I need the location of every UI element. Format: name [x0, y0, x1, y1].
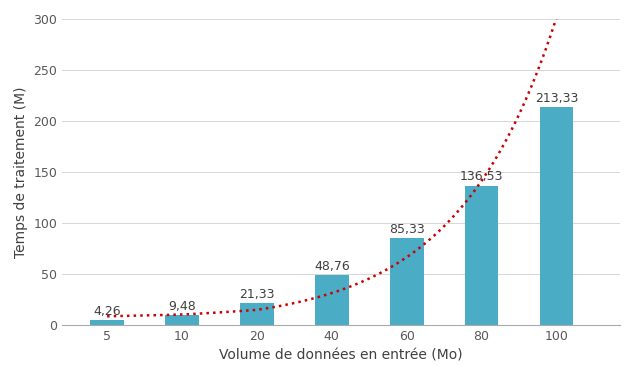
Bar — [465, 185, 498, 325]
Text: 85,33: 85,33 — [389, 223, 425, 236]
Bar — [315, 275, 349, 325]
Bar — [90, 320, 124, 325]
Text: 213,33: 213,33 — [534, 92, 578, 105]
Text: 136,53: 136,53 — [460, 170, 503, 183]
Text: 4,26: 4,26 — [93, 305, 121, 318]
Text: 9,48: 9,48 — [168, 300, 196, 313]
X-axis label: Volume de données en entrée (Mo): Volume de données en entrée (Mo) — [219, 348, 463, 362]
Bar — [240, 303, 274, 325]
Text: 48,76: 48,76 — [314, 260, 350, 273]
Bar — [390, 238, 424, 325]
Bar — [165, 315, 199, 325]
Bar — [540, 107, 573, 325]
Y-axis label: Temps de traitement (M): Temps de traitement (M) — [14, 86, 28, 258]
Text: 21,33: 21,33 — [239, 288, 275, 301]
